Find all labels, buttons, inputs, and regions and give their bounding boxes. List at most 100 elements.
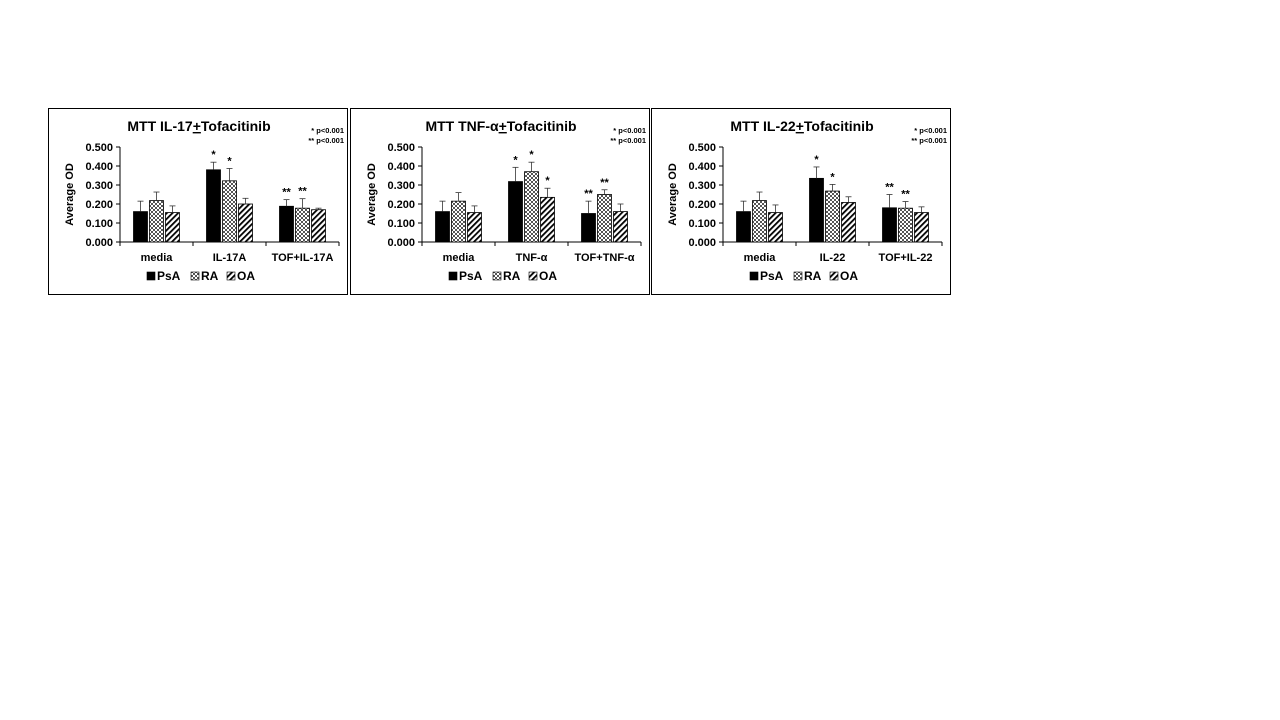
- y-tick-label: 0.400: [85, 161, 113, 173]
- bar-psa: [581, 213, 596, 243]
- bar-oa: [914, 212, 929, 243]
- x-tick-label: IL-22: [820, 252, 846, 264]
- significance-marker: **: [885, 182, 894, 194]
- significance-note: ** p<0.001: [308, 136, 344, 145]
- legend-swatch-ra: [190, 271, 200, 281]
- significance-note: * p<0.001: [613, 126, 646, 135]
- significance-marker: **: [282, 187, 291, 199]
- chart-panel-tnf: MTT TNF-α+Tofacitinib * p<0.001 ** p<0.001…: [350, 108, 650, 295]
- x-tick-label: TOF+TNF-α: [574, 252, 634, 264]
- y-tick-label: 0.200: [85, 199, 113, 211]
- y-tick-label: 0.500: [688, 142, 716, 154]
- bar-ra: [752, 200, 767, 243]
- chart-title: MTT TNF-α+Tofacitinib: [425, 118, 576, 134]
- bar-ra: [898, 207, 913, 243]
- legend-swatch-oa: [829, 271, 839, 281]
- chart-title-part: Tofacitinib: [507, 118, 577, 134]
- y-axis-label: Average OD: [64, 163, 76, 226]
- chart-panel-il22: MTT IL-22+Tofacitinib * p<0.001 ** p<0.001…: [651, 108, 951, 295]
- bar-ra: [597, 194, 612, 243]
- x-tick-label: IL-17A: [213, 252, 247, 264]
- x-tick-label: media: [443, 252, 476, 264]
- bar-ra: [524, 171, 539, 243]
- significance-marker: *: [814, 154, 819, 166]
- legend-label: OA: [840, 269, 858, 283]
- y-axis-label: Average OD: [366, 163, 378, 226]
- y-tick-label: 0.500: [85, 142, 113, 154]
- bar-psa: [279, 205, 294, 243]
- significance-marker: **: [298, 186, 307, 198]
- chart-title: MTT IL-22+Tofacitinib: [730, 118, 873, 134]
- significance-note: ** p<0.001: [610, 136, 646, 145]
- y-tick-label: 0.300: [387, 180, 415, 192]
- y-tick-label: 0.100: [387, 218, 415, 230]
- legend-label: RA: [201, 269, 219, 283]
- chart-title: MTT IL-17+Tofacitinib: [127, 118, 270, 134]
- bar-oa: [540, 196, 555, 243]
- chart-title-part: +: [499, 118, 507, 134]
- y-tick-label: 0.500: [387, 142, 415, 154]
- chart-title-part: +: [796, 118, 804, 134]
- x-tick-label: TNF-α: [516, 252, 548, 264]
- significance-marker: *: [227, 155, 232, 167]
- legend-swatch-ra: [793, 271, 803, 281]
- bar-oa: [841, 202, 856, 243]
- y-axis-label: Average OD: [667, 163, 679, 226]
- bar-psa: [206, 169, 221, 243]
- chart-title-part: MTT IL-22: [730, 118, 796, 134]
- legend-label: RA: [804, 269, 822, 283]
- legend-swatch-psa: [448, 271, 458, 281]
- significance-marker: *: [529, 149, 534, 161]
- chart-title-part: +: [193, 118, 201, 134]
- y-tick-label: 0.300: [85, 180, 113, 192]
- bar-ra: [149, 200, 164, 243]
- significance-marker: **: [584, 188, 593, 200]
- bar-ra: [222, 180, 237, 243]
- bar-ra: [451, 200, 466, 243]
- bar-oa: [613, 211, 628, 243]
- significance-marker: *: [211, 149, 216, 161]
- significance-marker: *: [545, 175, 550, 187]
- bar-psa: [435, 211, 450, 243]
- bar-ra: [295, 207, 310, 243]
- bar-psa: [809, 177, 824, 243]
- legend-swatch-psa: [749, 271, 759, 281]
- y-tick-label: 0.300: [688, 180, 716, 192]
- bar-oa: [768, 212, 783, 243]
- x-tick-label: media: [744, 252, 777, 264]
- legend-swatch-ra: [492, 271, 502, 281]
- significance-note: * p<0.001: [311, 126, 344, 135]
- significance-marker: **: [901, 189, 910, 201]
- chart-svg: MTT IL-22+Tofacitinib * p<0.001** p<0.001…: [667, 118, 947, 283]
- y-tick-label: 0.000: [387, 237, 415, 249]
- x-tick-label: TOF+IL-22: [879, 252, 933, 264]
- significance-marker: *: [830, 171, 835, 183]
- chart-svg: MTT TNF-α+Tofacitinib * p<0.001** p<0.001…: [366, 118, 646, 283]
- chart-panel-il17: MTT IL-17+Tofacitinib * p<0.001 ** p<0.001…: [48, 108, 348, 295]
- significance-note: * p<0.001: [914, 126, 947, 135]
- significance-marker: **: [600, 177, 609, 189]
- legend-label: PsA: [760, 269, 784, 283]
- legend-swatch-psa: [146, 271, 156, 281]
- legend-swatch-oa: [226, 271, 236, 281]
- x-tick-label: media: [141, 252, 174, 264]
- chart-svg: MTT IL-17+Tofacitinib * p<0.001** p<0.001…: [64, 118, 344, 283]
- y-tick-label: 0.200: [387, 199, 415, 211]
- legend-label: OA: [539, 269, 557, 283]
- bar-psa: [882, 207, 897, 243]
- bar-oa: [165, 212, 180, 243]
- y-tick-label: 0.400: [387, 161, 415, 173]
- bar-psa: [736, 211, 751, 243]
- y-tick-label: 0.100: [85, 218, 113, 230]
- legend-label: PsA: [157, 269, 181, 283]
- bar-oa: [311, 209, 326, 243]
- chart-title-part: MTT TNF-α: [425, 118, 499, 134]
- legend-label: RA: [503, 269, 521, 283]
- chart-title-part: Tofacitinib: [201, 118, 271, 134]
- significance-marker: *: [513, 154, 518, 166]
- y-tick-label: 0.000: [85, 237, 113, 249]
- chart-title-part: MTT IL-17: [127, 118, 193, 134]
- legend-label: PsA: [459, 269, 483, 283]
- legend-label: OA: [237, 269, 255, 283]
